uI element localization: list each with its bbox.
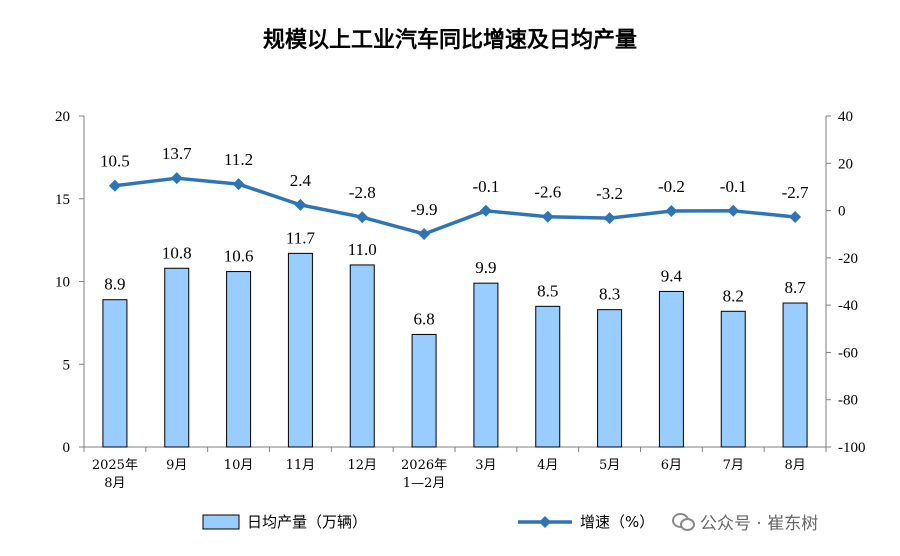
line-data-label: -2.6 xyxy=(534,183,561,202)
left-tick-label: 10 xyxy=(55,275,70,291)
bar xyxy=(658,290,684,448)
line-point xyxy=(418,227,431,240)
bar-data-label: 9.9 xyxy=(475,258,496,277)
left-tick-label: 5 xyxy=(63,357,71,373)
left-tick-label: 0 xyxy=(63,440,71,456)
bar-data-label: 8.9 xyxy=(104,275,125,294)
line-data-label: 2.4 xyxy=(290,171,312,190)
left-tick-label: 15 xyxy=(55,192,70,208)
bar-data-label: 10.6 xyxy=(224,247,254,266)
line-data-label: -3.2 xyxy=(596,184,623,203)
line-point xyxy=(232,178,245,191)
line-point xyxy=(170,172,183,185)
bar xyxy=(411,333,437,448)
bar-data-label: 8.2 xyxy=(723,286,744,305)
watermark-text: 公众号 · 崔东树 xyxy=(700,513,819,534)
bar xyxy=(720,310,746,448)
x-tick-label: 11月 xyxy=(286,458,316,473)
legend-bar-label: 日均产量（万辆） xyxy=(247,513,367,531)
line-data-label: -2.7 xyxy=(782,183,809,202)
right-tick-label: 40 xyxy=(838,109,853,125)
bar xyxy=(473,282,499,448)
bar-data-label: 8.5 xyxy=(537,281,558,300)
bar xyxy=(535,305,561,448)
line-data-label: 13.7 xyxy=(162,144,192,163)
right-tick-label: -100 xyxy=(838,440,866,456)
right-tick-label: -40 xyxy=(838,298,858,314)
right-tick-label: 20 xyxy=(838,156,853,172)
bar-data-label: 9.4 xyxy=(661,266,683,285)
legend-line-marker xyxy=(539,516,551,528)
line-data-label: -9.9 xyxy=(411,200,438,219)
line-data-label: -0.1 xyxy=(720,177,747,196)
growth-line xyxy=(114,176,796,236)
x-tick-label: 2025年 xyxy=(92,458,138,473)
x-tick-label: 3月 xyxy=(475,458,496,473)
bar xyxy=(349,264,375,448)
line-data-label: -0.2 xyxy=(658,177,685,196)
line-point xyxy=(356,211,369,224)
bar-data-label: 6.8 xyxy=(413,309,434,328)
x-tick-label: 12月 xyxy=(347,458,377,473)
line-point xyxy=(789,210,802,223)
line-point xyxy=(108,179,121,192)
watermark: 公众号 · 崔东树 xyxy=(672,508,882,534)
x-tick-label: 1—2月 xyxy=(403,476,446,491)
left-tick-label: 20 xyxy=(55,109,70,125)
line-data-label: -0.1 xyxy=(472,177,499,196)
x-tick-label: 7月 xyxy=(723,458,744,473)
bar-data-label: 11.0 xyxy=(348,240,377,259)
bar xyxy=(287,252,313,448)
right-tick-label: 0 xyxy=(838,204,846,220)
wechat-icon xyxy=(672,512,695,531)
line-data-label: 10.5 xyxy=(100,152,130,171)
x-tick-label: 4月 xyxy=(537,458,558,473)
right-tick-label: -20 xyxy=(838,251,858,267)
bar xyxy=(226,271,252,448)
line-point xyxy=(727,204,740,217)
bar xyxy=(164,267,190,448)
right-tick-label: -80 xyxy=(838,393,858,409)
bar xyxy=(597,309,623,448)
right-tick-label: -60 xyxy=(838,345,858,361)
x-tick-label: 6月 xyxy=(661,458,682,473)
chart-title: 规模以上工业汽车同比增速及日均产量 xyxy=(262,28,637,53)
line-point xyxy=(665,205,678,218)
line-point xyxy=(541,210,554,223)
line-point xyxy=(479,204,492,217)
line-data-label: -2.8 xyxy=(349,183,376,202)
bar-data-label: 8.7 xyxy=(784,278,806,297)
x-tick-label: 8月 xyxy=(784,458,805,473)
x-tick-label: 5月 xyxy=(599,458,620,473)
bar-data-label: 10.8 xyxy=(162,243,192,262)
x-tick-label: 9月 xyxy=(166,458,187,473)
bar-data-label: 11.7 xyxy=(286,228,316,247)
bar xyxy=(102,299,128,448)
x-tick-label: 8月 xyxy=(104,476,125,491)
line-point xyxy=(603,212,616,225)
legend-line-label: 增速（%） xyxy=(580,513,654,531)
x-tick-label: 2026年 xyxy=(401,458,447,473)
legend-bar-swatch xyxy=(202,514,240,530)
x-tick-label: 10月 xyxy=(224,458,254,473)
bar-data-label: 8.3 xyxy=(599,285,620,304)
line-data-label: 11.2 xyxy=(224,150,253,169)
bar xyxy=(782,302,808,448)
line-point xyxy=(294,198,307,211)
